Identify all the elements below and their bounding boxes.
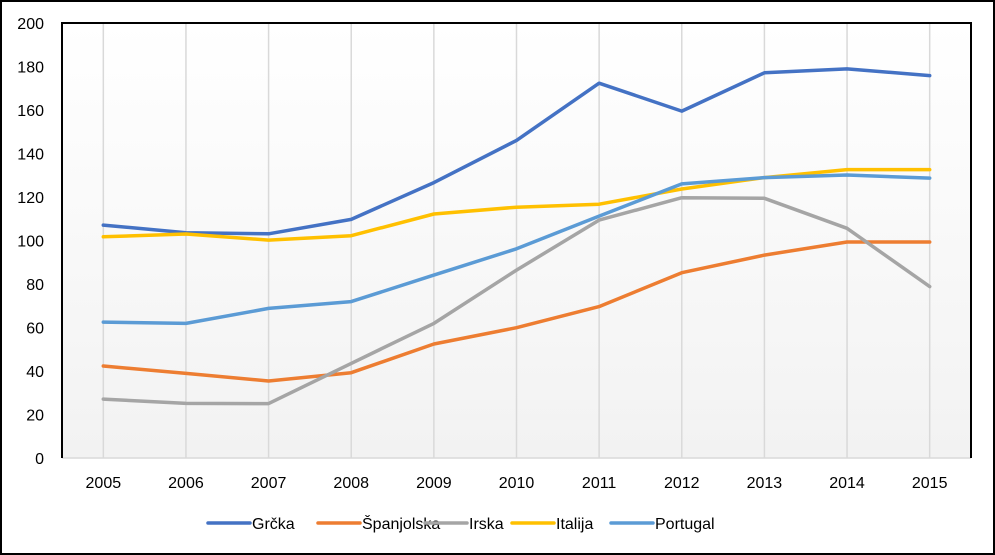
legend-item: Irska <box>423 516 504 533</box>
y-tick-label: 200 <box>17 16 44 33</box>
legend-label: Italija <box>556 516 593 533</box>
legend-label: Španjolska <box>362 514 440 533</box>
x-tick-label: 2014 <box>829 475 865 492</box>
legend-item: Italija <box>510 516 593 533</box>
legend: Grčka Španjolska Irska Italija Portugal <box>206 514 715 533</box>
legend-item: Portugal <box>609 516 715 533</box>
legend-label: Irska <box>469 516 504 533</box>
y-tick-label: 160 <box>17 103 44 120</box>
y-tick-label: 180 <box>17 60 44 77</box>
x-tick-label: 2005 <box>86 475 122 492</box>
legend-label: Portugal <box>655 516 715 533</box>
y-tick-label: 100 <box>17 234 44 251</box>
y-axis-tick-labels: 0 20 40 60 80 100 120 140 160 180 200 <box>17 16 44 468</box>
x-tick-label: 2009 <box>416 475 452 492</box>
y-tick-label: 60 <box>26 321 44 338</box>
legend-item: Španjolska <box>316 514 440 533</box>
x-tick-label: 2010 <box>499 475 535 492</box>
x-tick-label: 2011 <box>582 475 617 492</box>
y-tick-label: 80 <box>26 277 44 294</box>
x-tick-label: 2012 <box>664 475 700 492</box>
y-tick-label: 40 <box>26 364 44 381</box>
x-tick-label: 2015 <box>912 475 948 492</box>
plot-border <box>61 22 972 458</box>
x-tick-label: 2006 <box>168 475 204 492</box>
x-axis-tick-labels: 2005 2006 2007 2008 2009 2010 2011 2012 2013 2014… <box>86 475 948 492</box>
x-tick-label: 2013 <box>747 475 783 492</box>
series-lines <box>101 67 932 406</box>
y-tick-label: 20 <box>26 408 44 425</box>
y-tick-label: 0 <box>35 451 44 468</box>
x-tick-label: 2008 <box>333 475 369 492</box>
x-tick-label: 2007 <box>251 475 287 492</box>
legend-item: Grčka <box>206 516 295 533</box>
gridlines <box>102 23 931 458</box>
y-tick-label: 120 <box>17 190 44 207</box>
y-tick-label: 140 <box>17 147 44 164</box>
legend-label: Grčka <box>252 516 295 533</box>
